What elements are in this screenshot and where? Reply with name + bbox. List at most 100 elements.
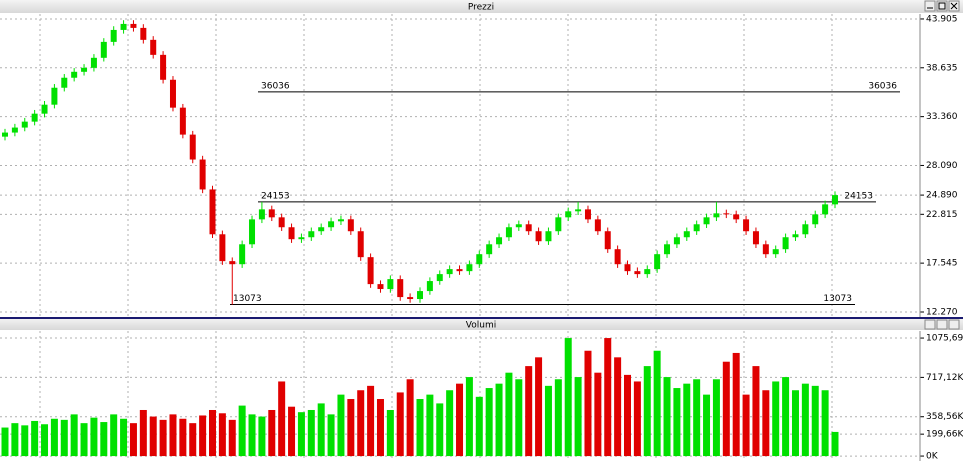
volume-bar	[465, 377, 473, 457]
candle-body	[683, 231, 690, 238]
candle-body	[219, 234, 226, 262]
volume-bar	[801, 383, 809, 457]
volume-bar	[31, 420, 39, 457]
candle-body	[664, 244, 671, 255]
volume-bar	[712, 379, 720, 457]
volume-bar	[376, 399, 384, 457]
volume-bar	[693, 379, 701, 457]
volume-window-buttons[interactable]	[924, 319, 960, 330]
volume-bar	[515, 379, 523, 457]
candle-body	[278, 217, 285, 228]
candle-body	[456, 269, 463, 272]
level-label: 36036	[261, 81, 290, 91]
candle-body	[160, 54, 167, 80]
volume-bar	[762, 390, 770, 457]
volume-bar	[129, 423, 137, 457]
candle-body	[703, 217, 710, 225]
volume-bar	[288, 406, 296, 457]
candle-body	[308, 231, 315, 238]
volume-bar	[297, 412, 305, 457]
candle-body	[515, 224, 522, 228]
volume-bar	[782, 377, 790, 457]
volume-bar	[752, 366, 760, 457]
candle-body	[130, 23, 137, 28]
y-tick-label: 43.905	[926, 14, 958, 24]
volume-bar	[495, 383, 503, 457]
candle-body	[387, 279, 394, 290]
volume-bar	[772, 381, 780, 457]
volume-bar	[21, 425, 29, 457]
level-label: 24153	[844, 191, 873, 201]
candle-body	[782, 237, 789, 250]
y-tick-label: 1075,69K	[926, 334, 963, 344]
candle-body	[11, 127, 18, 133]
candle-body	[150, 39, 157, 55]
volume-bar	[149, 416, 157, 457]
volume-bar	[821, 390, 829, 457]
candle-body	[397, 279, 404, 298]
volume-bar	[268, 409, 276, 457]
volume-bar	[732, 352, 740, 457]
y-tick-label: 0K	[926, 452, 939, 461]
candle-body	[21, 121, 28, 128]
candle-body	[189, 134, 196, 160]
candle-body	[298, 237, 305, 240]
volume-bar	[337, 394, 345, 457]
candle-body	[337, 219, 344, 222]
volume-bar	[544, 385, 552, 457]
volume-bar	[396, 392, 404, 457]
volume-bar	[604, 338, 612, 457]
candle-body	[802, 224, 809, 235]
volume-bar	[70, 414, 78, 457]
volume-bar	[367, 385, 375, 457]
candle-body	[110, 29, 117, 42]
volume-bar	[406, 379, 414, 457]
candle-body	[318, 227, 325, 232]
candle-body	[545, 231, 552, 242]
candle-body	[466, 264, 473, 272]
candle-body	[476, 254, 483, 265]
candle-body	[426, 281, 433, 292]
level-label: 36036	[868, 81, 897, 91]
volume-bar	[228, 419, 236, 457]
window-buttons[interactable]	[924, 0, 960, 12]
y-tick-label: 199,66K	[926, 430, 963, 440]
candle-body	[575, 209, 582, 212]
candle-body	[812, 214, 819, 225]
candle-body	[328, 221, 335, 228]
volume-bar	[189, 423, 197, 457]
volume-panel-title: Volumi	[466, 321, 496, 331]
level-label: 24153	[261, 191, 290, 201]
y-tick-label: 12.270	[926, 307, 958, 317]
volume-bar	[624, 374, 631, 457]
candle-body	[140, 27, 147, 40]
volume-bar	[426, 394, 434, 457]
y-tick-label: 38.635	[926, 63, 958, 73]
candle-body	[496, 237, 503, 245]
candle-body	[762, 244, 769, 255]
y-tick-label: 28.090	[926, 161, 958, 171]
candle-body	[41, 104, 48, 114]
candle-body	[693, 224, 700, 232]
y-tick-label: 33.360	[926, 112, 958, 122]
volume-bar	[278, 381, 286, 457]
volume-bar	[209, 409, 216, 457]
volume-bar	[594, 372, 602, 457]
volume-header-bar	[0, 318, 963, 330]
y-tick-label: 17.545	[926, 259, 958, 269]
volume-bar	[831, 431, 839, 457]
candle-body	[634, 271, 641, 275]
volume-bar	[218, 413, 226, 457]
candle-body	[357, 231, 364, 258]
volume-bar	[643, 366, 651, 457]
candle-body	[486, 244, 493, 255]
candle-body	[604, 231, 611, 250]
volume-bar	[475, 396, 483, 457]
candle-body	[832, 195, 838, 205]
candle-body	[743, 219, 750, 232]
volume-bar	[742, 394, 750, 457]
volume-bar	[238, 405, 246, 457]
candle-body	[614, 249, 621, 265]
price-panel-title: Prezzi	[468, 3, 494, 13]
